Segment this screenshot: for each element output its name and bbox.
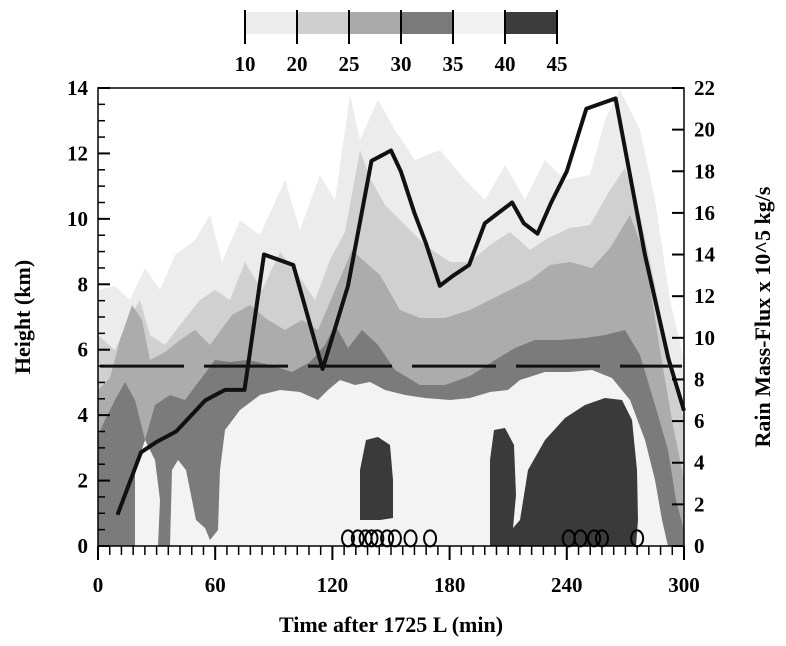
y2-tick-label: 8: [694, 367, 705, 391]
contour-35-early: [135, 440, 160, 546]
x-tick-label: 0: [93, 573, 104, 597]
colorbar-label: 25: [339, 52, 360, 76]
marker-point: [587, 529, 602, 548]
x-axis-title: Time after 1725 L (min): [279, 612, 503, 637]
y2-tick-label: 10: [694, 326, 715, 350]
y2-tick-label: 6: [694, 409, 705, 433]
y-tick-label: 10: [67, 207, 88, 231]
contour-40-a: [360, 437, 393, 520]
colorbar-swatch-5: [453, 12, 505, 34]
colorbar-label: 10: [235, 52, 256, 76]
series-rain-mass-flux: [115, 96, 686, 516]
marker-point: [423, 529, 438, 548]
y2-tick-label: 14: [694, 243, 716, 267]
colorbar-swatch-6: [505, 12, 557, 34]
y-tick-label: 8: [78, 272, 89, 296]
marker-point: [341, 529, 356, 548]
y2-tick-label: 12: [694, 284, 715, 308]
y-tick-label: 4: [78, 403, 89, 427]
colorbar-swatch-4: [401, 12, 453, 34]
marker-point: [350, 529, 365, 548]
x-axis: 0 60 120 180 240 300: [93, 546, 700, 597]
y2-tick-label: 16: [694, 201, 715, 225]
y2-tick-label: 18: [694, 159, 715, 183]
x-tick-label: 180: [434, 573, 466, 597]
x-tick-label: 240: [551, 573, 583, 597]
marker-point: [387, 529, 402, 548]
colorbar-label: 35: [443, 52, 464, 76]
contour-40-b: [490, 398, 638, 546]
y-tick-label: 14: [67, 76, 89, 100]
colorbar-label: 30: [391, 52, 412, 76]
marker-point: [364, 529, 379, 548]
y-tick-label: 0: [78, 534, 89, 558]
x-tick-label: 300: [668, 573, 700, 597]
marker-point: [403, 529, 418, 548]
colorbar-label: 40: [495, 52, 516, 76]
colorbar: 10 20 25 30 35 40 45: [235, 10, 568, 76]
reflectivity-contours: [98, 90, 684, 546]
colorbar-swatch-2: [297, 12, 349, 34]
colorbar-swatch-1: [245, 12, 297, 34]
y-tick-label: 12: [67, 141, 88, 165]
y-tick-label: 6: [78, 338, 89, 362]
y2-tick-label: 4: [694, 451, 705, 475]
y2-tick-label: 20: [694, 118, 715, 142]
y2-axis: 0 2 4 6 8 10 12 14 16 18 20 22: [672, 76, 716, 558]
colorbar-label: 20: [287, 52, 308, 76]
colorbar-label: 45: [547, 52, 568, 76]
colorbar-swatch-3: [349, 12, 401, 34]
y2-tick-label: 2: [694, 492, 705, 516]
x-tick-label: 60: [205, 573, 226, 597]
marker-point: [380, 529, 395, 548]
marker-point: [370, 529, 385, 548]
y-axis-title: Height (km): [10, 260, 35, 374]
y2-tick-label: 22: [694, 76, 715, 100]
y-axis: 0 2 4 6 8 10 12 14: [67, 76, 110, 558]
y2-tick-label: 0: [694, 534, 705, 558]
y-tick-label: 2: [78, 469, 89, 493]
x-tick-label: 120: [317, 573, 349, 597]
y2-axis-title: Rain Mass-Flux x 10^5 kg/s: [750, 186, 775, 447]
marker-point: [573, 529, 588, 548]
